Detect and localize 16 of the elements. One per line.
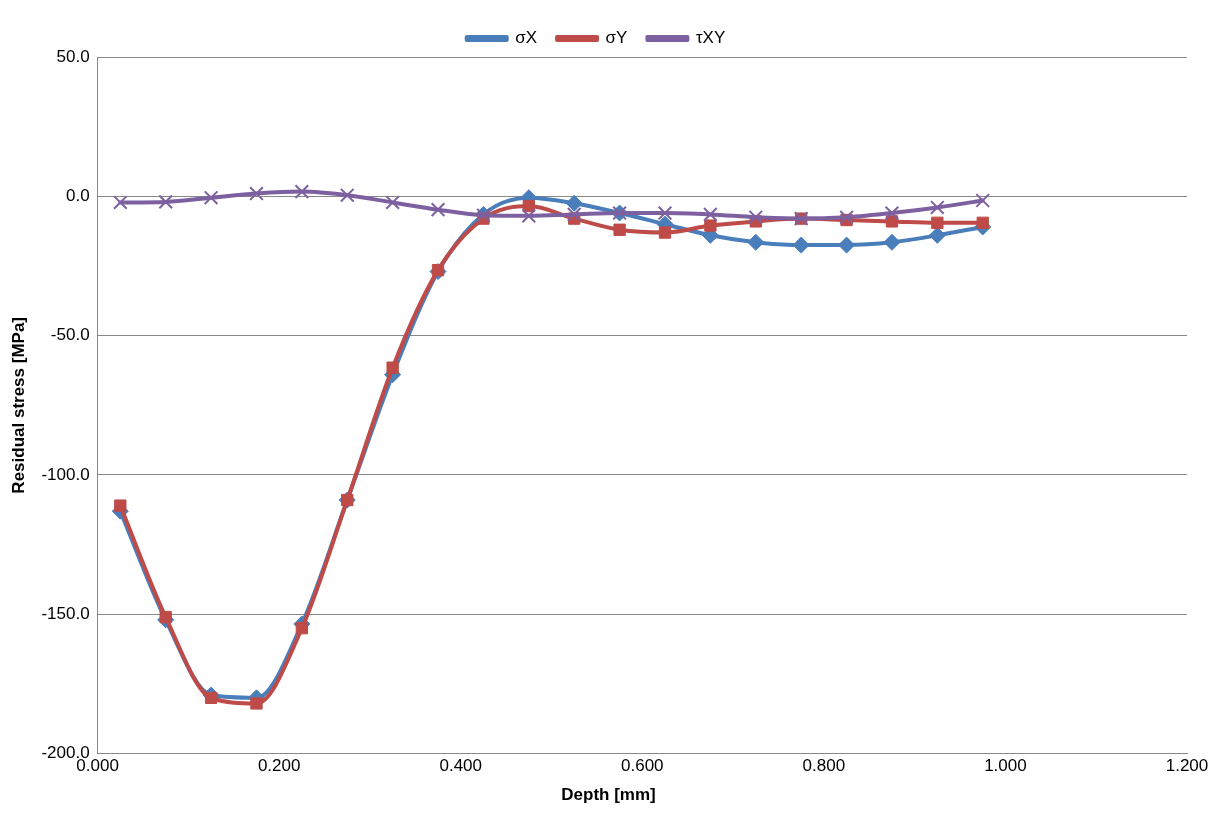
x-tick-label: 0.600 [621,756,664,776]
legend-label: σY [605,28,628,48]
legend-label: σX [515,28,538,48]
x-tick-label: 1.200 [1165,756,1209,776]
y-tick-label: -150.0 [41,603,90,623]
y-axis-title: Residual stress [MPa] [8,316,28,494]
y-tick-label: -50.0 [50,325,90,345]
x-tick-label: 1.000 [984,756,1027,776]
x-tick-label: 0.400 [439,756,483,776]
x-axis-title: Depth [mm] [560,785,657,805]
y-tick-label: 50.0 [56,46,90,66]
y-tick-label: 0.0 [65,186,90,206]
x-tick-label: 0.800 [802,756,846,776]
y-tick-label: -100.0 [41,464,90,484]
legend-label: τXY [695,28,726,48]
x-tick-label: 0.200 [257,756,301,776]
